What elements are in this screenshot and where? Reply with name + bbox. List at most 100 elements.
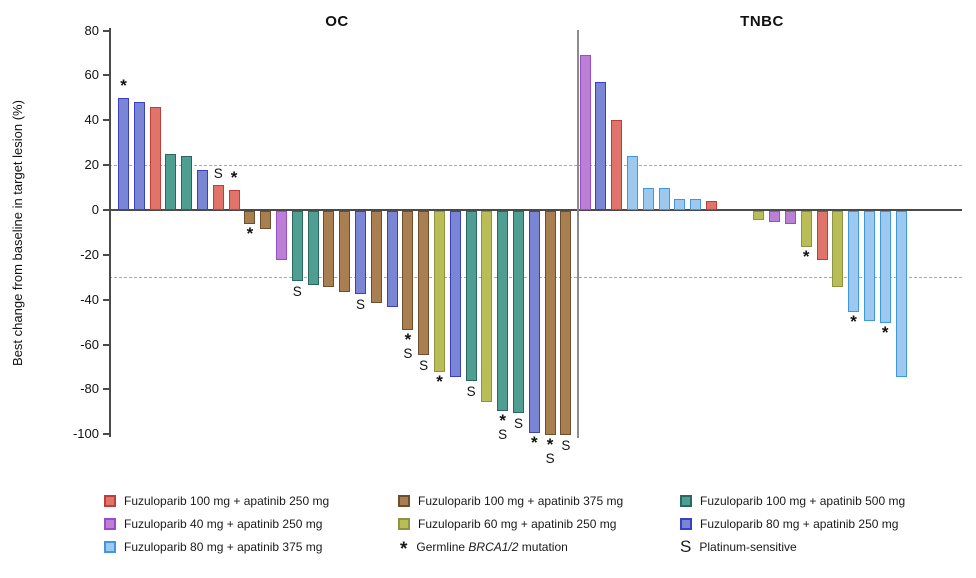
y-tick-label: -60 [80,336,99,352]
chart-legend: Fuzuloparib 100 mg + apatinib 250 mg Fuzu… [104,489,905,559]
y-tick-mark [103,29,109,32]
legend-item-lightblue: Fuzuloparib 80 mg + apatinib 375 mg [104,540,398,554]
bar-tnbc-3 [611,120,623,210]
bar-oc-12 [291,211,303,281]
y-tick-label: 80 [84,22,99,38]
legend-swatch-red [104,494,116,507]
platinum-sensitive-mark: S [213,166,223,182]
legend-label: Fuzuloparib 60 mg + apatinib 250 mg [418,516,617,531]
brca-asterisk: * [404,329,412,349]
legend-label: Fuzuloparib 100 mg + apatinib 500 mg [700,493,906,508]
legend-item-olive: Fuzuloparib 60 mg + apatinib 250 mg [398,517,680,531]
platinum-sensitive-icon: S [680,536,692,556]
legend-item-platinum-sensitive: S Platinum-sensitive [680,536,905,556]
bar-tnbc-8 [690,198,702,210]
platinum-sensitive-mark: S [561,438,571,454]
brca-asterisk: * [436,372,443,392]
legend-item-purple: Fuzuloparib 40 mg + apatinib 250 mg [104,517,398,531]
legend-swatch-teal [680,494,692,507]
bar-oc-18 [386,211,398,308]
y-axis-spine [109,28,111,437]
oc-panel-title: OC [325,13,349,30]
bar-oc-2 [133,102,145,210]
bar-tnbc-10 [753,211,765,220]
legend-swatch-brown [398,494,410,507]
brca-asterisk: * [230,167,238,187]
bar-tnbc-6 [658,187,670,210]
bar-oc-24 [481,211,493,402]
legend-item-brown: Fuzuloparib 100 mg + apatinib 375 mg [398,494,680,508]
bar-oc-13 [307,211,319,285]
legend-label: Fuzuloparib 40 mg + apatinib 250 mg [124,516,323,531]
brca-asterisk: * [246,224,254,244]
bar-oc-5 [181,156,193,210]
brca-asterisk: * [499,410,506,430]
bar-oc-7 [212,185,224,210]
bar-oc-23 [465,211,477,382]
bar-oc-15 [339,211,351,292]
y-tick-mark [103,433,109,436]
group-separator-line [577,30,579,438]
legend-label: Platinum-sensitive [699,539,797,554]
legend-label: Fuzuloparib 80 mg + apatinib 375 mg [124,539,323,554]
bar-tnbc-7 [674,198,686,210]
legend-label: Fuzuloparib 100 mg + apatinib 375 mg [418,493,624,508]
legend-swatch-blue [680,517,692,530]
bar-oc-14 [323,211,335,288]
platinum-sensitive-mark: S [419,357,429,373]
bar-tnbc-13 [800,211,812,247]
brca-asterisk: * [546,435,554,455]
platinum-sensitive-mark: S [498,426,508,442]
legend-item-teal: Fuzuloparib 100 mg + apatinib 500 mg [680,494,905,508]
bar-oc-20 [418,211,430,355]
bar-oc-25 [497,211,509,411]
bar-oc-3 [149,106,161,210]
y-tick-label: 0 [91,202,99,217]
brca-asterisk: * [120,75,127,95]
brca-asterisk: * [802,246,810,266]
legend-label: Germline BRCA1/2 mutation [416,539,568,554]
y-tick-mark [103,209,109,211]
bar-tnbc-12 [784,211,796,225]
bar-oc-6 [197,169,208,210]
brca-asterisk: * [850,311,857,331]
platinum-sensitive-mark: S [292,283,302,299]
platinum-sensitive-mark: S [355,296,365,312]
y-tick-label: -40 [80,291,99,307]
bar-tnbc-14 [816,211,828,261]
bar-oc-19 [402,211,414,330]
plot-area: 80 60 40 20 0 -20 -40 -60 -80 -100 * S * * S S * S S * S * S S *… [72,22,962,467]
legend-item-red: Fuzuloparib 100 mg + apatinib 250 mg [104,494,398,508]
bar-oc-26 [513,211,524,413]
legend-swatch-lightblue [104,540,116,553]
legend-item-brca: * Germline BRCA1/2 mutation [398,539,680,559]
platinum-sensitive-mark: S [513,415,523,431]
bar-oc-27 [528,211,540,433]
platinum-sensitive-mark: S [466,384,476,400]
bar-oc-8 [228,189,240,210]
bar-tnbc-2 [595,82,607,210]
platinum-sensitive-mark: S [545,451,555,467]
bar-tnbc-15 [832,211,844,288]
legend-swatch-olive [398,517,410,530]
bar-tnbc-5 [642,187,654,210]
y-tick-mark [103,119,109,122]
bar-tnbc-16 [848,211,860,312]
bar-oc-22 [449,211,461,377]
bar-tnbc-4 [626,156,638,210]
y-tick-mark [103,388,109,391]
bar-tnbc-18 [879,211,891,324]
bar-tnbc-11 [769,211,781,223]
legend-label: Fuzuloparib 100 mg + apatinib 250 mg [124,493,330,508]
tnbc-panel-title: TNBC [740,13,784,30]
brca-asterisk: * [881,323,889,343]
legend-swatch-purple [104,517,116,530]
bar-tnbc-1 [579,55,591,210]
y-tick-mark [103,343,109,346]
bar-tnbc-17 [863,211,875,321]
y-tick-mark [103,253,109,256]
y-tick-label: -100 [72,426,99,442]
y-tick-mark [103,74,109,77]
legend-item-blue: Fuzuloparib 80 mg + apatinib 250 mg [680,517,905,531]
